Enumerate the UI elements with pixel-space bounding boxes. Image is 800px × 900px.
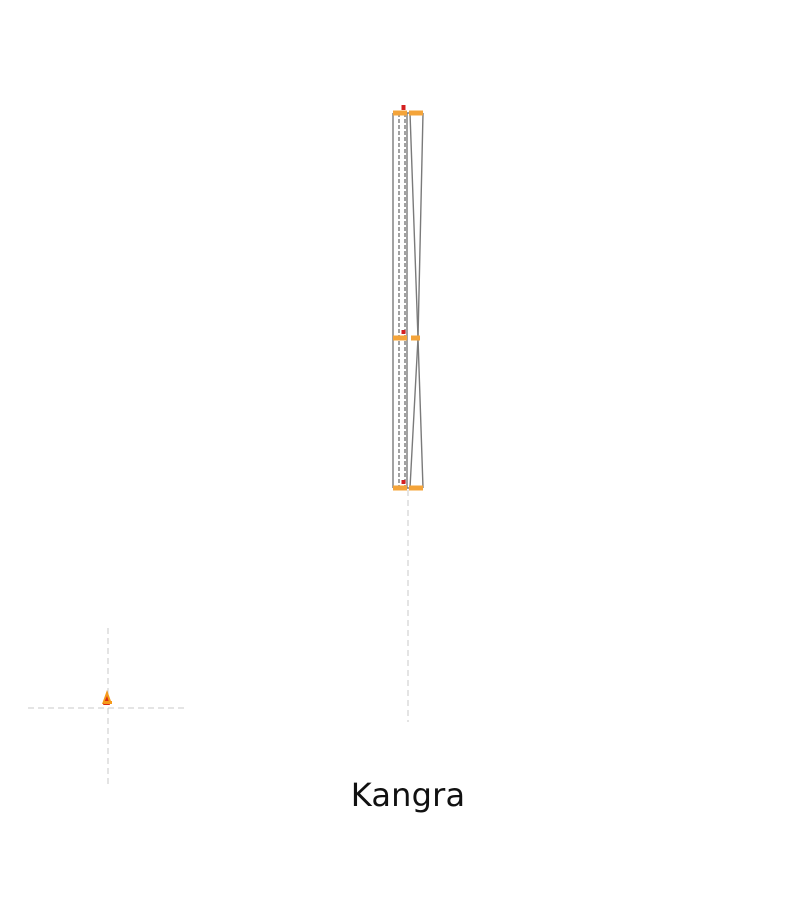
orange-markers bbox=[393, 110, 423, 491]
orange-marker-mid-right bbox=[411, 335, 420, 341]
red-marker-bottom bbox=[401, 480, 406, 484]
red-marker-top bbox=[401, 105, 406, 110]
red-markers bbox=[401, 105, 406, 484]
drawing-label: Kangra bbox=[350, 776, 466, 814]
crosshair bbox=[28, 628, 188, 788]
column-right-inner-edge bbox=[409, 112, 419, 489]
orange-marker-top-left bbox=[393, 110, 407, 116]
orange-marker-top-right bbox=[409, 110, 423, 116]
red-marker-mid bbox=[401, 330, 406, 334]
orange-marker-bottom-left bbox=[393, 485, 407, 491]
orange-marker-bottom-right bbox=[409, 485, 423, 491]
orange-marker-mid-left bbox=[393, 335, 407, 341]
column-outline bbox=[392, 112, 424, 489]
column-right-outer-edge bbox=[417, 112, 424, 489]
north-arrow-icon bbox=[102, 690, 112, 705]
